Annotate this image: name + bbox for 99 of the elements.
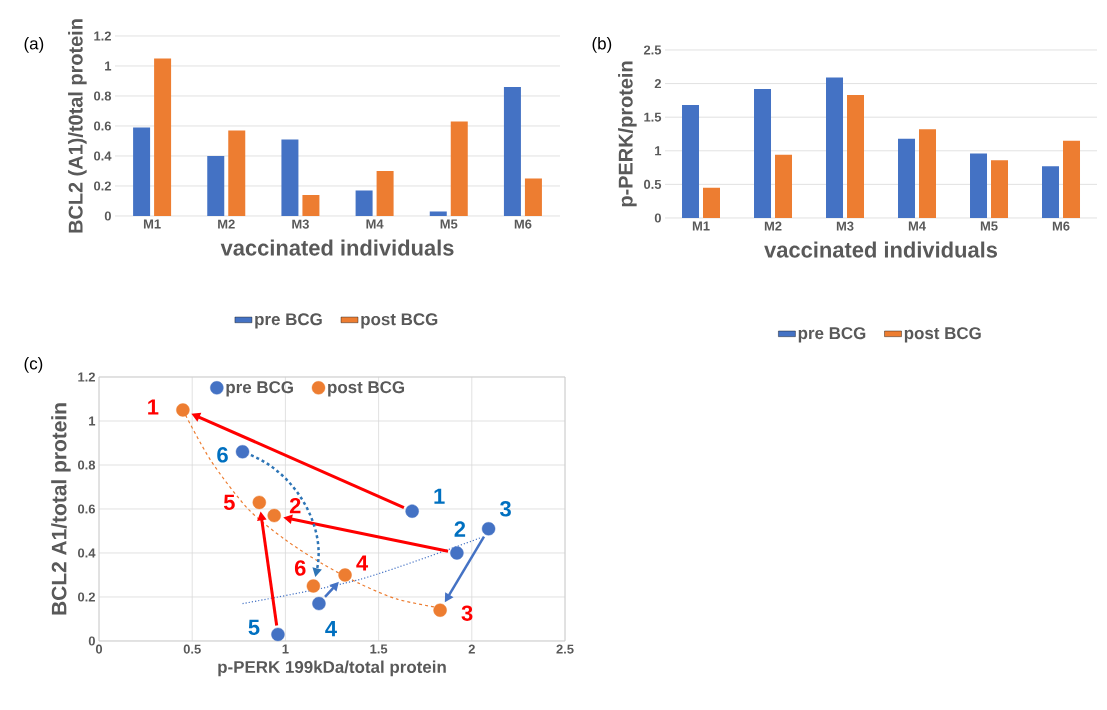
bar <box>826 77 844 218</box>
bar <box>970 153 988 218</box>
y-tick-label: 0.8 <box>78 460 96 470</box>
legend-label: post BCG <box>328 381 405 397</box>
bar <box>919 129 937 218</box>
bar <box>898 138 916 218</box>
y-tick-label: 1 <box>105 61 112 71</box>
point <box>450 546 464 560</box>
y-tick-label: 1 <box>655 146 662 156</box>
x-tick-label: M4 <box>908 221 926 231</box>
legend-label: pre BCG <box>798 327 866 343</box>
bar <box>754 88 772 218</box>
y-tick-label: 0 <box>104 211 111 221</box>
x-tick-label: 0.5 <box>183 644 201 654</box>
point <box>176 403 190 417</box>
y-tick-label: 2.5 <box>643 45 662 55</box>
point <box>312 596 326 611</box>
bar <box>429 211 447 216</box>
x-tick-label: 2 <box>468 644 475 654</box>
y-tick-label: 0 <box>88 636 95 646</box>
text: (a) <box>24 37 44 53</box>
annotation: 2 <box>289 497 301 514</box>
bar <box>682 105 700 218</box>
point <box>271 627 285 642</box>
y-tick-label: 0.6 <box>78 504 96 514</box>
y-tick-label: 0.6 <box>94 121 112 131</box>
annotation: 6 <box>294 560 306 576</box>
x-tick-label: M6 <box>1052 221 1070 231</box>
bar <box>376 170 394 216</box>
annotation: 1 <box>148 399 159 415</box>
annotation: 3 <box>499 501 511 517</box>
y-tick-label: 1.5 <box>644 112 662 122</box>
annotation: 4 <box>325 621 337 637</box>
bar <box>154 58 172 216</box>
y-tick-label: 0.2 <box>78 592 95 602</box>
legend-label: post BCG <box>904 327 981 343</box>
x-tick-label: M5 <box>980 221 998 231</box>
y-axis-title: BCL2 A1/total protein <box>51 403 71 615</box>
bar <box>302 194 320 216</box>
bar <box>503 86 521 216</box>
x-axis-title: vaccinated individuals <box>220 239 454 256</box>
x-tick-label: M4 <box>366 219 384 229</box>
annotation: 4 <box>356 555 369 571</box>
bar <box>1042 166 1059 218</box>
legend-label: post BCG <box>361 313 438 329</box>
bar <box>847 95 865 218</box>
bar <box>133 127 151 216</box>
annotation: 2 <box>454 521 466 537</box>
x-tick-label: M3 <box>292 219 309 229</box>
x-axis-title: p-PERK 199kDa/total protein <box>218 660 446 677</box>
bar <box>355 190 373 216</box>
annotation: 6 <box>217 447 228 463</box>
text: (b) <box>592 37 612 53</box>
x-tick-label: M2 <box>764 221 782 231</box>
point <box>338 568 352 582</box>
y-axis-title: p-PERK/protein <box>618 61 637 207</box>
y-tick-label: 0.5 <box>644 179 662 189</box>
y-tick-label: 0.4 <box>94 151 112 161</box>
legend-label: pre BCG <box>226 381 293 397</box>
x-tick-label: M2 <box>218 219 235 229</box>
bar <box>775 154 793 218</box>
point <box>235 445 250 459</box>
point <box>405 504 419 518</box>
x-tick-label: 2.5 <box>556 644 574 654</box>
annotation: 5 <box>248 619 260 636</box>
y-tick-label: 1.2 <box>78 372 95 382</box>
y-axis-title: BCL2 (A1)/t0tal protein <box>68 19 87 233</box>
y-tick-label: 2 <box>654 79 661 89</box>
point <box>267 508 281 523</box>
bar <box>1063 140 1081 218</box>
x-tick-label: M3 <box>836 221 854 231</box>
text: (c) <box>24 357 43 373</box>
bar <box>281 139 299 216</box>
y-tick-label: 1 <box>89 416 96 426</box>
x-tick-label: M1 <box>143 219 161 229</box>
bar <box>207 155 225 216</box>
point <box>481 522 496 536</box>
y-tick-label: 0.4 <box>78 548 96 558</box>
x-tick-label: 1 <box>282 644 289 654</box>
point <box>433 603 447 617</box>
y-tick-label: 0.8 <box>94 91 112 101</box>
point <box>252 495 267 510</box>
x-tick-label: M1 <box>692 221 710 231</box>
point <box>306 579 321 593</box>
bar <box>524 178 542 216</box>
bar <box>991 160 1009 218</box>
bar <box>450 121 468 216</box>
x-tick-label: M5 <box>440 219 458 229</box>
y-tick-label: 1.2 <box>94 31 111 41</box>
annotation: 3 <box>461 605 473 621</box>
x-axis-title: vaccinated individuals <box>764 241 998 258</box>
x-tick-label: M6 <box>514 219 532 229</box>
annotation: 1 <box>434 488 445 504</box>
x-tick-label: 1.5 <box>370 644 388 654</box>
bar <box>703 187 721 218</box>
y-tick-label: 0.2 <box>94 181 111 191</box>
annotation: 5 <box>223 494 235 511</box>
bar <box>228 130 246 216</box>
legend-label: pre BCG <box>255 313 322 329</box>
